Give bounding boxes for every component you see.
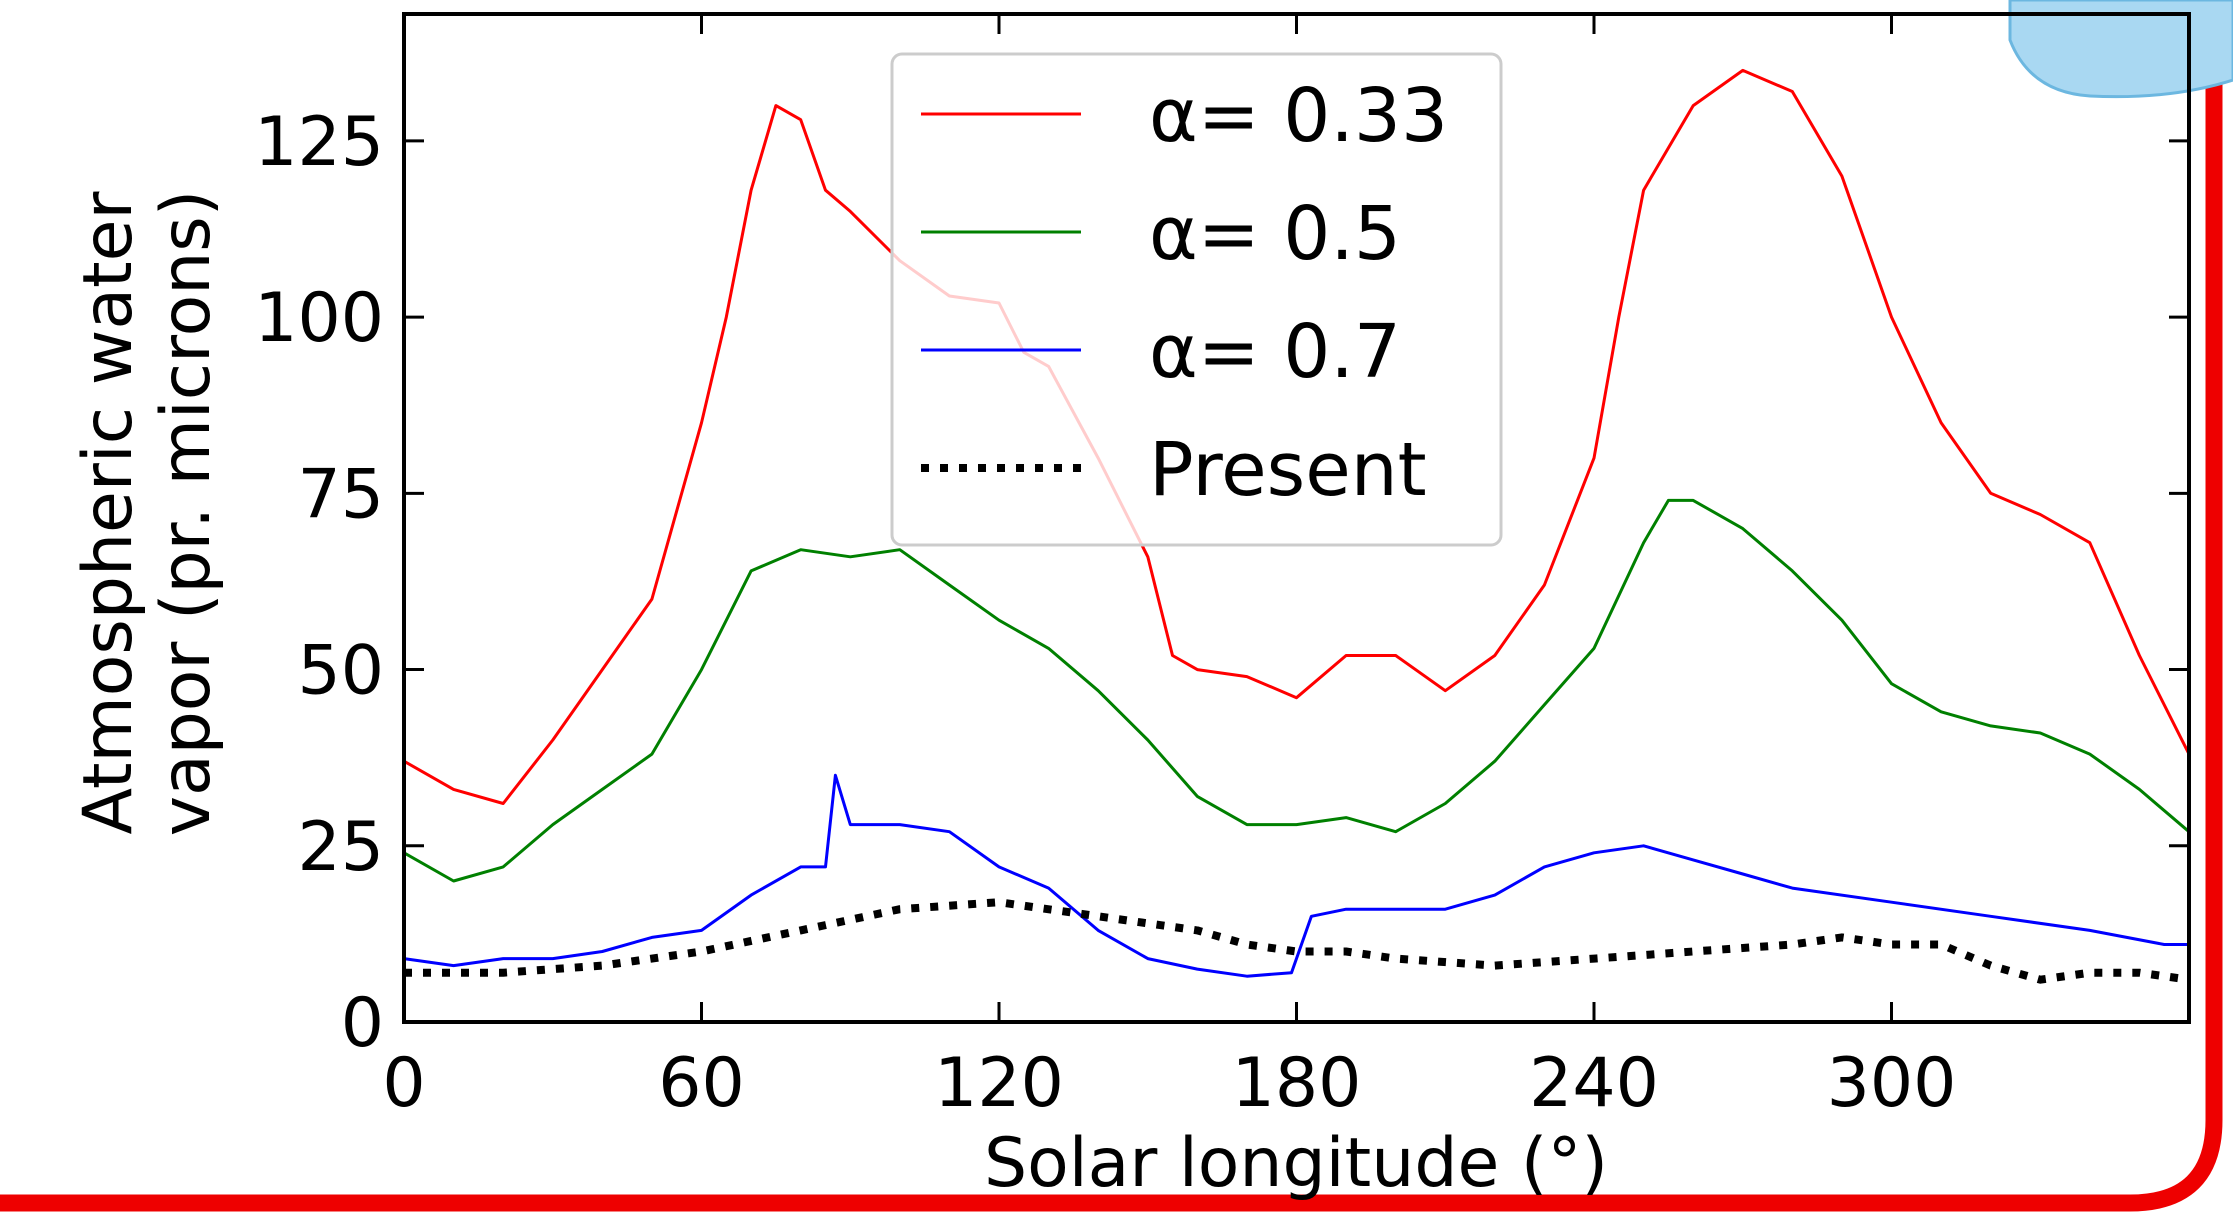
series-line [403, 68, 2191, 805]
x-tick-label: 120 [934, 1044, 1064, 1123]
frame-border [0, 70, 2223, 1212]
legend-label: Present [1149, 427, 1427, 513]
series-line [403, 773, 2189, 978]
x-tick-label: 0 [382, 1044, 425, 1123]
y-tick-label: 75 [297, 455, 384, 534]
y-tick-label: 25 [297, 808, 384, 887]
x-tick-label: 240 [1529, 1044, 1659, 1123]
x-tick-label: 180 [1232, 1044, 1362, 1123]
y-axis-label: vapor (pr. microns) [147, 190, 226, 837]
corner-icon [2008, 0, 2233, 99]
series-line [403, 498, 2190, 883]
y-tick-label: 100 [254, 279, 384, 358]
axes-frame [402, 12, 2191, 1024]
x-axis-label: Solar longitude (°) [984, 1124, 1608, 1203]
legend-label: α= 0.5 [1149, 191, 1401, 277]
x-tick-label: 60 [658, 1044, 745, 1123]
legend-label: α= 0.7 [1149, 309, 1401, 395]
legend-box [890, 52, 1503, 547]
y-axis-label: Atmospheric water [69, 191, 148, 834]
x-tick-label: 300 [1827, 1044, 1957, 1123]
y-tick-label: 125 [254, 103, 384, 182]
y-tick-label: 50 [297, 632, 384, 711]
series-line [404, 898, 2190, 984]
legend-label: α= 0.33 [1149, 73, 1448, 159]
y-tick-label: 0 [341, 984, 384, 1063]
